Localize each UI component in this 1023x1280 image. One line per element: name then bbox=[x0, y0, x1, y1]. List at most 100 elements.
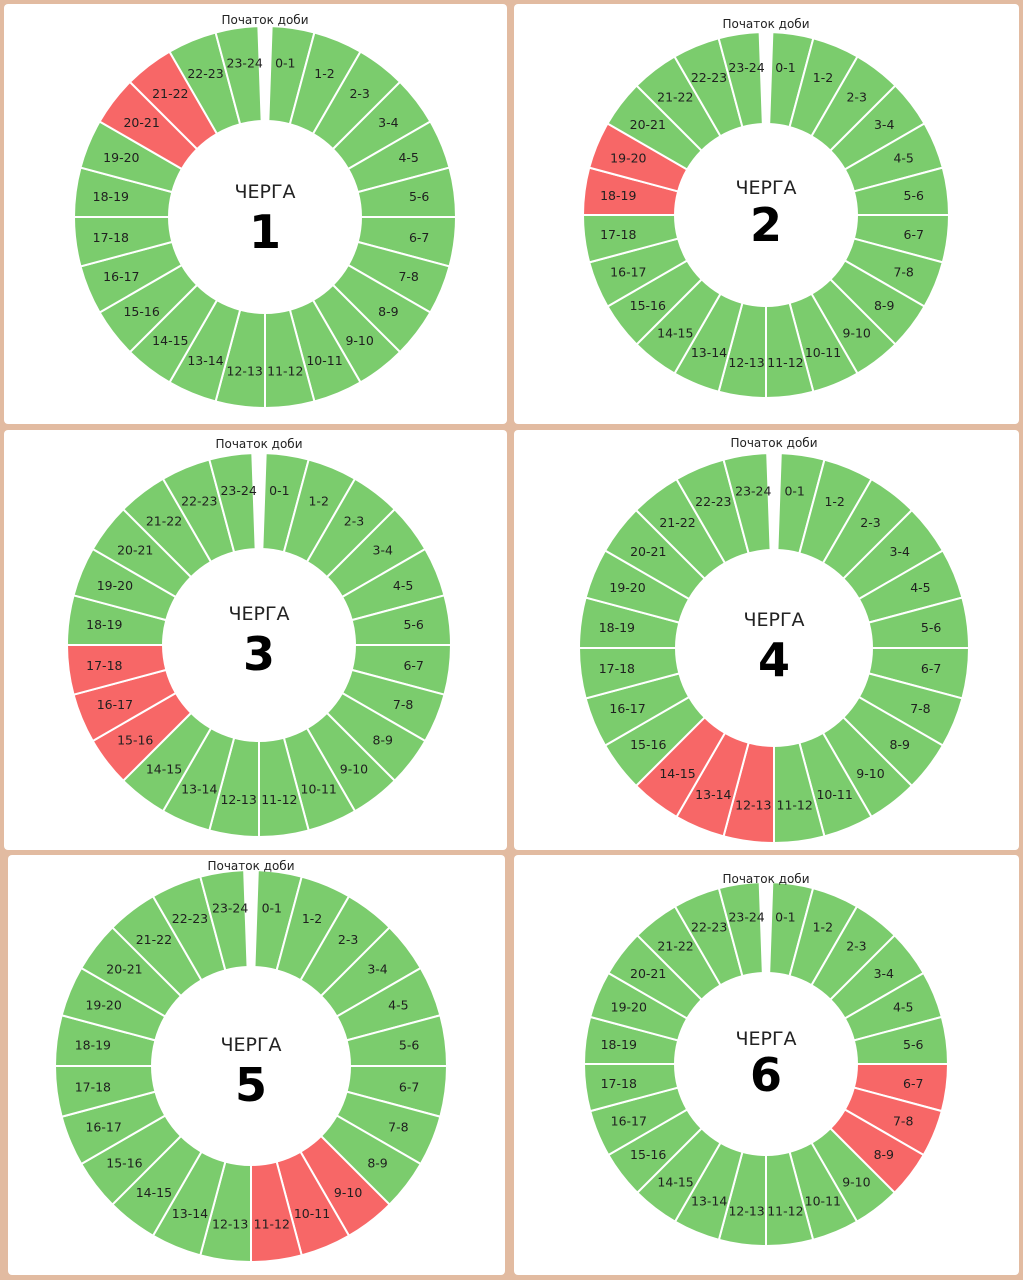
segment-label: 2-3 bbox=[846, 939, 866, 954]
segment-label: 17-18 bbox=[600, 227, 636, 242]
segment-label: 15-16 bbox=[630, 737, 666, 752]
segment-label: 20-21 bbox=[630, 966, 666, 981]
segment-label: 11-12 bbox=[254, 1217, 290, 1232]
segment-label: 6-7 bbox=[403, 658, 423, 673]
segment-label: 11-12 bbox=[767, 1204, 803, 1219]
segment-label: 19-20 bbox=[103, 150, 139, 165]
segment-label: 5-6 bbox=[921, 620, 941, 635]
donut-chart: 0-11-22-33-44-55-66-77-88-99-1010-1111-1… bbox=[65, 437, 453, 839]
segment-label: 4-5 bbox=[398, 150, 418, 165]
donut-chart: 0-11-22-33-44-55-66-77-88-99-1010-1111-1… bbox=[72, 13, 458, 410]
segment-label: 2-3 bbox=[344, 514, 364, 529]
chart-panel-queue-6: 0-1 1-2 2-3 3-4 4-5 5-6 6-7 7-8 8-9 9-10 10-11 11-1… bbox=[514, 855, 1019, 1275]
chart-panel-queue-2: 0-1 1-2 2-3 3-4 4-5 5-6 6-7 7-8 8-9 9-10 10-11 11-1… bbox=[514, 4, 1019, 424]
segment-label: 11-12 bbox=[767, 355, 803, 370]
segment-label: 18-19 bbox=[93, 189, 129, 204]
donut-chart: 0-11-22-33-44-55-66-77-88-99-1010-1111-1… bbox=[581, 17, 951, 400]
segment-label: 4-5 bbox=[388, 997, 408, 1012]
segment-label: 22-23 bbox=[695, 494, 731, 509]
segment-label: 11-12 bbox=[777, 798, 813, 813]
segment-label: 21-22 bbox=[657, 939, 693, 954]
segment-label: 19-20 bbox=[85, 997, 121, 1012]
queue-title: ЧЕРГА bbox=[735, 1028, 796, 1050]
segment-label: 15-16 bbox=[123, 304, 159, 319]
segment-label: 12-13 bbox=[227, 364, 263, 379]
segment-label: 1-2 bbox=[824, 494, 844, 509]
segment-label: 13-14 bbox=[187, 353, 223, 368]
segment-label: 22-23 bbox=[187, 66, 223, 81]
segment-label: 1-2 bbox=[308, 493, 328, 508]
segment-label: 7-8 bbox=[910, 701, 930, 716]
segment-label: 16-17 bbox=[610, 265, 646, 280]
segment-label: 9-10 bbox=[856, 766, 884, 781]
segment-label: 0-1 bbox=[269, 483, 289, 498]
day-start-label: Початок доби bbox=[722, 17, 809, 31]
segment-label: 9-10 bbox=[842, 1174, 870, 1189]
segment-label: 21-22 bbox=[136, 932, 172, 947]
segment-label: 8-9 bbox=[378, 304, 398, 319]
segment-label: 16-17 bbox=[97, 697, 133, 712]
day-start-label: Початок доби bbox=[221, 13, 308, 27]
queue-title: ЧЕРГА bbox=[228, 603, 289, 625]
segment-label: 10-11 bbox=[306, 353, 342, 368]
segment-label: 16-17 bbox=[85, 1120, 121, 1135]
queue-title: ЧЕРГА bbox=[220, 1034, 281, 1056]
segment-label: 6-7 bbox=[921, 661, 941, 676]
segment-label: 12-13 bbox=[728, 355, 764, 370]
segment-label: 11-12 bbox=[267, 364, 303, 379]
segment-label: 4-5 bbox=[910, 580, 930, 595]
segment-23-24 bbox=[717, 881, 764, 978]
donut-chart: 0-11-22-33-44-55-66-77-88-99-1010-1111-1… bbox=[53, 859, 449, 1264]
segment-label: 10-11 bbox=[805, 1194, 841, 1209]
segment-label: 12-13 bbox=[728, 1204, 764, 1219]
segment-label: 0-1 bbox=[775, 60, 795, 75]
segment-label: 14-15 bbox=[659, 766, 695, 781]
queue-number: 2 bbox=[750, 198, 782, 252]
chart-panel-queue-3: 0-1 1-2 2-3 3-4 4-5 5-6 6-7 7-8 8-9 9-10 10-11 11-1… bbox=[4, 430, 507, 850]
segment-label: 13-14 bbox=[172, 1206, 208, 1221]
segment-label: 7-8 bbox=[398, 269, 418, 284]
segment-label: 0-1 bbox=[275, 55, 295, 70]
segment-label: 14-15 bbox=[657, 326, 693, 341]
queue-number: 5 bbox=[235, 1058, 267, 1112]
segment-label: 9-10 bbox=[345, 333, 373, 348]
segment-label: 14-15 bbox=[152, 333, 188, 348]
segment-label: 13-14 bbox=[695, 787, 731, 802]
segment-label: 20-21 bbox=[106, 961, 142, 976]
segment-label: 21-22 bbox=[146, 514, 182, 529]
segment-label: 7-8 bbox=[893, 1113, 913, 1128]
segment-label: 4-5 bbox=[893, 1000, 913, 1015]
segment-label: 16-17 bbox=[103, 269, 139, 284]
segment-label: 13-14 bbox=[691, 345, 727, 360]
segment-label: 6-7 bbox=[409, 230, 429, 245]
segment-label: 5-6 bbox=[409, 189, 429, 204]
segment-label: 17-18 bbox=[75, 1079, 111, 1094]
segment-label: 5-6 bbox=[399, 1038, 419, 1053]
queue-title: ЧЕРГА bbox=[743, 609, 804, 631]
segment-label: 6-7 bbox=[903, 1076, 923, 1091]
segment-label: 18-19 bbox=[599, 620, 635, 635]
segment-label: 8-9 bbox=[874, 298, 894, 313]
segment-label: 16-17 bbox=[611, 1113, 647, 1128]
segment-label: 9-10 bbox=[334, 1185, 362, 1200]
segment-label: 2-3 bbox=[338, 932, 358, 947]
segment-label: 18-19 bbox=[75, 1038, 111, 1053]
segment-label: 4-5 bbox=[893, 150, 913, 165]
segment-label: 19-20 bbox=[609, 580, 645, 595]
segment-label: 5-6 bbox=[904, 188, 924, 203]
segment-label: 20-21 bbox=[123, 115, 159, 130]
segment-label: 23-24 bbox=[735, 483, 771, 498]
segment-label: 18-19 bbox=[601, 1037, 637, 1052]
segment-label: 8-9 bbox=[890, 737, 910, 752]
segment-label: 3-4 bbox=[890, 544, 910, 559]
segment-label: 19-20 bbox=[611, 1000, 647, 1015]
segment-label: 9-10 bbox=[843, 326, 871, 341]
segment-label: 19-20 bbox=[97, 578, 133, 593]
segment-label: 12-13 bbox=[212, 1217, 248, 1232]
segment-label: 1-2 bbox=[302, 911, 322, 926]
segment-label: 12-13 bbox=[735, 798, 771, 813]
segment-label: 6-7 bbox=[399, 1079, 419, 1094]
segment-label: 10-11 bbox=[816, 787, 852, 802]
segment-label: 8-9 bbox=[367, 1156, 387, 1171]
segment-label: 3-4 bbox=[874, 966, 894, 981]
